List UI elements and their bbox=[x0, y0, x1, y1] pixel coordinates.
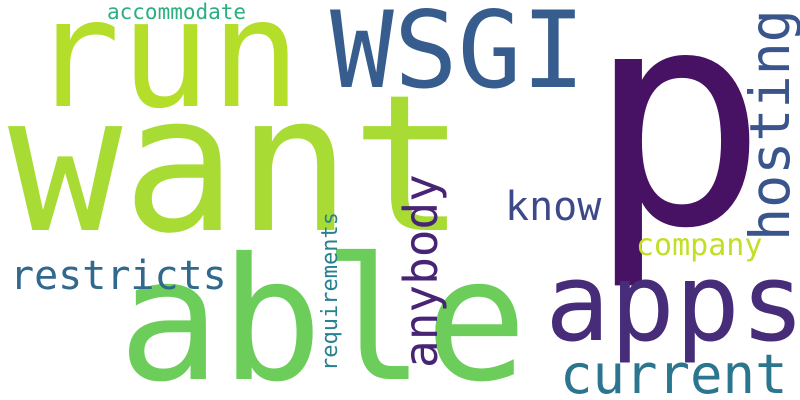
word-wsgi: WSGI bbox=[330, 0, 586, 112]
word-company: company bbox=[636, 228, 763, 263]
word-hosting: hosting bbox=[738, 9, 800, 241]
word-able: able bbox=[118, 222, 528, 400]
word-know: know bbox=[505, 184, 602, 230]
word-accommodate: accommodate bbox=[107, 0, 247, 24]
word-restricts: restricts bbox=[10, 253, 227, 299]
word-p: p bbox=[587, 0, 768, 294]
word-anybody: anybody bbox=[394, 174, 448, 368]
word-run: run bbox=[30, 0, 301, 142]
word-want: want bbox=[8, 54, 466, 275]
word-apps: apps bbox=[545, 241, 800, 366]
word-current: current bbox=[560, 343, 788, 400]
word-requirements: requirements bbox=[318, 212, 343, 371]
